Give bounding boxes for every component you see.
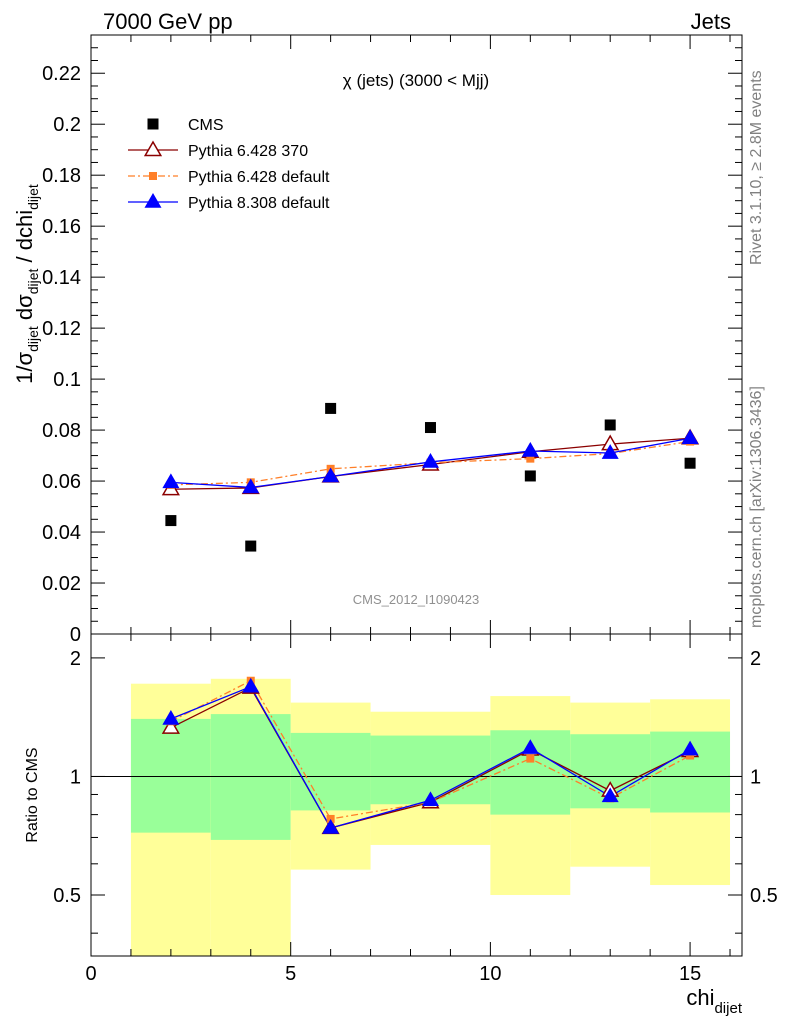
main-ytick-label: 0.12 <box>42 318 81 340</box>
legend-entry-label: CMS <box>188 117 224 134</box>
ratio-panel: 0.5 0.5 1 1 2 2 0 5 10 15 Ratio to CMS chidijet <box>24 633 778 1017</box>
pythia8-default-point <box>322 467 340 483</box>
ratio-pythia8-default-point <box>681 740 699 756</box>
main-ytick-label: 0.08 <box>42 420 81 442</box>
cms-data-point <box>684 457 696 469</box>
ratio-ytick-label-right: 0.5 <box>750 885 778 907</box>
legend-pythia6-370-marker <box>143 140 163 157</box>
cms-data-point <box>325 402 337 414</box>
ratio-pythia6-370-point <box>161 718 180 734</box>
pythia8-default-point <box>421 453 439 468</box>
ratio-frame <box>90 633 743 957</box>
cms-data-point <box>245 540 257 552</box>
cms-data-point <box>424 422 436 434</box>
ratio-ytick-label-right: 1 <box>750 766 761 788</box>
main-ytick-label: 0.16 <box>42 216 81 238</box>
main-ylabel: 1/σdijet dσdijet / dchidijet <box>12 184 41 384</box>
main-ytick-label: 0.18 <box>42 165 81 187</box>
cms-data-point <box>165 515 177 527</box>
beam-label: 7000 GeV pp <box>103 9 233 34</box>
main-ytick-label: 0.04 <box>42 522 81 544</box>
x-tick-label: 0 <box>85 963 96 985</box>
pythia8-default-point <box>521 442 539 457</box>
pythia8-default-point <box>601 444 619 459</box>
legend-cms-marker <box>147 118 159 130</box>
main-ytick-label: 0.22 <box>42 63 81 85</box>
rivet-label: Rivet 3.1.10, ≥ 2.8M events <box>748 70 765 265</box>
legend-entry-label: Pythia 6.428 370 <box>188 143 308 160</box>
legend: CMS Pythia 6.428 370 Pythia 6.428 default P… <box>128 117 330 212</box>
ratio-ylabel: Ratio to CMS <box>24 747 41 842</box>
ratio-inner-band <box>290 732 371 811</box>
ratio-pythia8-default-point <box>601 787 619 803</box>
ratio-ytick-label-left: 0.5 <box>53 885 81 907</box>
ratio-pythia8-default-point <box>421 791 439 807</box>
legend-entry-label: Pythia 8.308 default <box>188 195 330 212</box>
ratio-ytick-label-left: 2 <box>70 648 81 670</box>
main-ytick-label: 0.2 <box>53 114 81 136</box>
pythia8-default-point <box>681 429 699 445</box>
ratio-pythia6-default-point <box>686 751 695 760</box>
ratio-pythia8-default-point <box>322 819 340 834</box>
ratio-ytick-label-right: 2 <box>750 648 761 670</box>
legend-pythia6-default-marker <box>149 172 157 180</box>
category-label: Jets <box>691 9 731 34</box>
pythia6-default-point <box>526 454 535 463</box>
mcplots-label: mcplots.cern.ch [arXiv:1306.3436] <box>748 386 765 628</box>
ratio-inner-band <box>130 718 211 833</box>
x-tick-label: 10 <box>479 963 501 985</box>
ratio-ytick-label-left: 1 <box>70 766 81 788</box>
main-ytick-label: 0.1 <box>53 369 81 391</box>
pythia8-default-point <box>242 478 260 494</box>
ratio-inner-band <box>210 714 291 840</box>
ratio-pythia8-default-point <box>162 709 180 725</box>
main-panel: χ (jets) (3000 < Mjj) 0 0.02 0.04 0.06 0.08 0… <box>12 34 743 646</box>
cms-data-point <box>524 470 536 482</box>
main-ytick-label: 0 <box>70 624 81 646</box>
ratio-pythia6-default-point <box>326 814 335 823</box>
main-title: χ (jets) (3000 < Mjj) <box>343 71 489 90</box>
analysis-id-label: CMS_2012_I1090423 <box>353 592 480 607</box>
x-tick-label: 15 <box>679 963 701 985</box>
legend-pythia8-default-marker <box>144 193 162 208</box>
main-ytick-label: 0.06 <box>42 471 81 493</box>
pythia8-default-point <box>162 473 180 489</box>
legend-entry-label: Pythia 6.428 default <box>188 169 330 186</box>
main-ytick-label: 0.14 <box>42 267 81 289</box>
main-ytick-label: 0.02 <box>42 573 81 595</box>
x-tick-label: 5 <box>285 963 296 985</box>
cms-data-point <box>604 419 616 431</box>
ratio-pythia8-default-point <box>242 677 260 693</box>
x-axis-label: chidijet <box>686 985 742 1017</box>
ratio-pythia6-default-point <box>526 754 535 763</box>
ratio-pythia8-default-point <box>521 739 539 754</box>
